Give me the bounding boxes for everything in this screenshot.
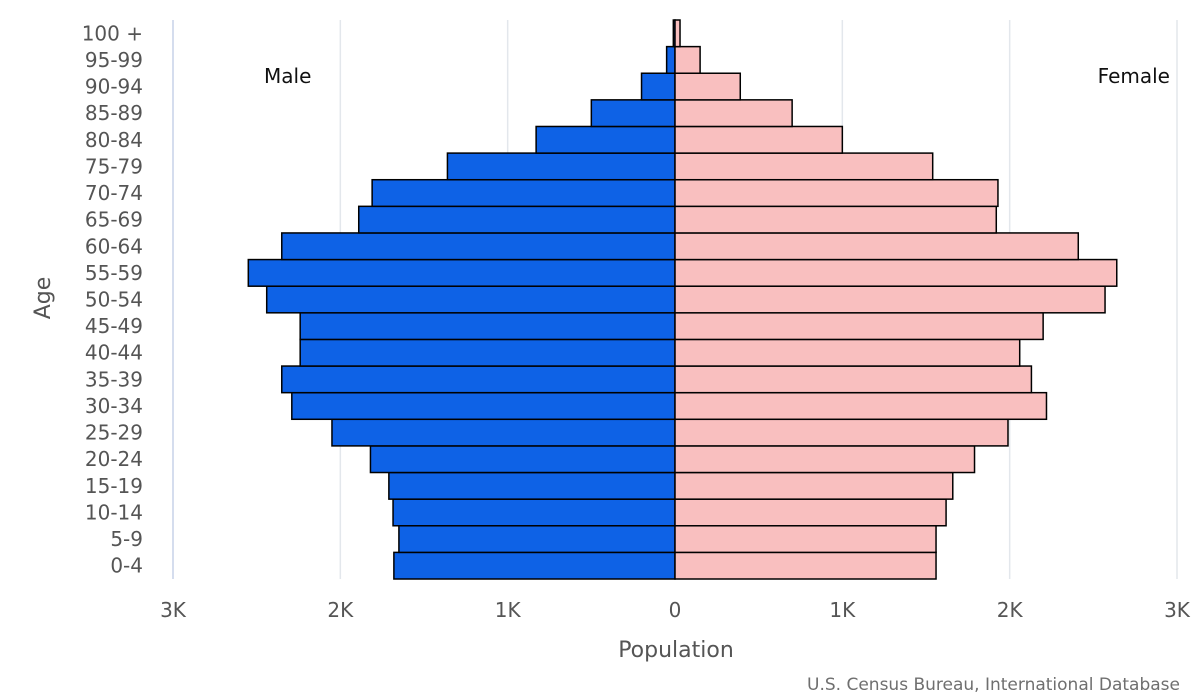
bar-male: [281, 365, 676, 394]
bar-female: [674, 99, 793, 128]
y-tick-label: 85-89: [85, 101, 143, 125]
x-tick-label: 1K: [829, 598, 856, 622]
legend-female-label: Female: [1098, 64, 1170, 88]
legend-male-label: Male: [264, 64, 311, 88]
y-tick-label: 55-59: [85, 261, 143, 285]
y-tick-label: 95-99: [85, 48, 143, 72]
bar-male: [446, 152, 676, 181]
bar-male: [299, 338, 676, 367]
y-tick-label: 75-79: [85, 154, 143, 178]
bar-female: [674, 365, 1033, 394]
x-tick-label: 2K: [327, 598, 354, 622]
y-tick-label: 80-84: [85, 128, 143, 152]
bar-male: [331, 418, 676, 447]
bar-female: [674, 125, 844, 154]
bar-male: [392, 498, 676, 527]
bar-male: [281, 232, 676, 261]
x-tick-labels: 3K 2K 1K 0 1K 2K 3K: [160, 598, 1191, 622]
x-tick-label: 1K: [495, 598, 522, 622]
bar-female: [674, 525, 937, 554]
bar-female: [674, 338, 1021, 367]
y-tick-label: 40-44: [85, 341, 143, 365]
bar-female: [674, 45, 701, 74]
x-tick-label: 2K: [997, 598, 1024, 622]
bars: [247, 19, 1118, 580]
bar-male: [371, 178, 676, 208]
bar-male: [369, 445, 676, 474]
bar-female: [674, 72, 742, 101]
bar-male: [393, 551, 676, 580]
y-tick-label: 5-9: [110, 527, 143, 551]
x-axis-title: Population: [618, 638, 734, 663]
bar-male: [291, 391, 676, 421]
bar-male: [535, 125, 676, 154]
bar-female: [674, 152, 934, 181]
bar-female: [674, 178, 999, 208]
bar-male: [357, 205, 676, 234]
y-tick-label: 10-14: [85, 500, 143, 524]
bar-male: [665, 45, 676, 74]
y-tick-label: 100 +: [82, 21, 143, 45]
y-tick-label: 25-29: [85, 421, 143, 445]
bar-male: [398, 525, 676, 554]
y-tick-label: 0-4: [110, 554, 143, 578]
bar-female: [674, 498, 947, 527]
bar-male: [247, 258, 676, 287]
bar-female: [674, 19, 681, 48]
bar-female: [674, 312, 1044, 341]
bar-female: [674, 258, 1118, 287]
bar-female: [674, 551, 937, 580]
y-tick-label: 15-19: [85, 474, 143, 498]
bar-female: [674, 205, 998, 234]
bar-male: [265, 285, 676, 314]
y-tick-label: 30-34: [85, 394, 143, 418]
bar-male: [640, 72, 676, 101]
y-tick-label: 35-39: [85, 367, 143, 391]
bar-female: [674, 471, 954, 500]
source-credit: U.S. Census Bureau, International Databa…: [807, 675, 1180, 695]
x-tick-label: 0: [669, 598, 682, 622]
bar-female: [674, 418, 1009, 447]
bar-female: [674, 285, 1106, 314]
y-tick-label: 90-94: [85, 75, 143, 99]
y-tick-label: 70-74: [85, 181, 143, 205]
x-tick-label: 3K: [1164, 598, 1191, 622]
y-axis-title: Age: [31, 277, 56, 320]
bar-male: [299, 312, 676, 341]
bar-male: [388, 471, 676, 500]
y-tick-label: 45-49: [85, 314, 143, 338]
y-tick-label: 20-24: [85, 447, 143, 471]
y-tick-label: 65-69: [85, 208, 143, 232]
x-tick-label: 3K: [160, 598, 187, 622]
bar-female: [674, 445, 976, 474]
bar-female: [674, 232, 1080, 261]
bar-female: [674, 391, 1048, 421]
bar-male: [590, 99, 676, 128]
y-tick-label: 60-64: [85, 234, 143, 258]
y-tick-label: 50-54: [85, 288, 143, 312]
